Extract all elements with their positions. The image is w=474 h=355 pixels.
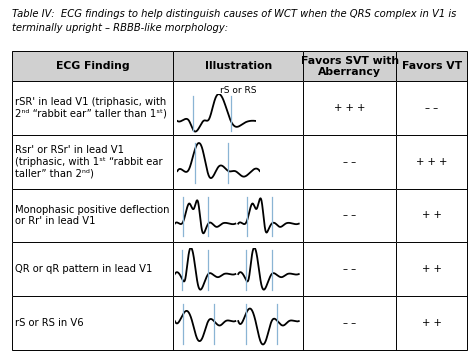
Bar bbox=[12, 135, 173, 189]
Text: Favors SVT with
Aberrancy: Favors SVT with Aberrancy bbox=[301, 56, 399, 77]
Text: – –: – – bbox=[343, 318, 356, 328]
Bar bbox=[12, 296, 173, 350]
Bar bbox=[303, 189, 396, 242]
Text: + +: + + bbox=[422, 211, 442, 220]
Text: + + +: + + + bbox=[334, 103, 365, 113]
Bar bbox=[396, 81, 467, 135]
Bar bbox=[12, 189, 173, 242]
Bar bbox=[303, 242, 396, 296]
Bar bbox=[396, 296, 467, 350]
Bar bbox=[173, 189, 303, 242]
Text: Favors VT: Favors VT bbox=[401, 61, 462, 71]
Bar bbox=[303, 189, 396, 242]
Bar bbox=[173, 81, 303, 135]
Bar bbox=[396, 296, 467, 350]
Bar bbox=[303, 242, 396, 296]
Bar bbox=[396, 51, 467, 81]
Text: ECG Finding: ECG Finding bbox=[56, 61, 129, 71]
Bar bbox=[396, 242, 467, 296]
Bar bbox=[396, 81, 467, 135]
Text: Table IV:  ECG findings to help distinguish causes of WCT when the QRS complex i: Table IV: ECG findings to help distingui… bbox=[12, 9, 456, 19]
Text: + + +: + + + bbox=[416, 157, 447, 167]
Bar bbox=[12, 51, 173, 81]
Bar bbox=[12, 51, 173, 81]
Text: – –: – – bbox=[343, 157, 356, 167]
Text: + +: + + bbox=[422, 264, 442, 274]
Text: – –: – – bbox=[425, 103, 438, 113]
Bar bbox=[396, 242, 467, 296]
Text: + +: + + bbox=[422, 318, 442, 328]
Text: – –: – – bbox=[343, 264, 356, 274]
Text: rS or RS in V6: rS or RS in V6 bbox=[15, 318, 84, 328]
Text: rSR' in lead V1 (triphasic, with
2ⁿᵈ “rabbit ear” taller than 1ˢᵗ): rSR' in lead V1 (triphasic, with 2ⁿᵈ “ra… bbox=[15, 97, 167, 119]
Bar bbox=[396, 135, 467, 189]
Bar bbox=[396, 189, 467, 242]
Bar bbox=[173, 296, 303, 350]
Bar bbox=[12, 189, 173, 242]
Bar bbox=[396, 189, 467, 242]
Text: terminally upright – RBBB-like morphology:: terminally upright – RBBB-like morpholog… bbox=[12, 23, 228, 33]
Bar bbox=[173, 135, 303, 189]
Text: Rsr' or RSr' in lead V1
(triphasic, with 1ˢᵗ “rabbit ear
taller” than 2ⁿᵈ): Rsr' or RSr' in lead V1 (triphasic, with… bbox=[15, 145, 163, 179]
Bar bbox=[303, 51, 396, 81]
Bar bbox=[12, 296, 173, 350]
Bar bbox=[173, 242, 303, 296]
Bar bbox=[303, 135, 396, 189]
Bar bbox=[396, 135, 467, 189]
Bar bbox=[303, 296, 396, 350]
Bar bbox=[303, 81, 396, 135]
Text: Illustration: Illustration bbox=[205, 61, 272, 71]
Bar bbox=[173, 296, 303, 350]
Bar bbox=[173, 81, 303, 135]
Text: QR or qR pattern in lead V1: QR or qR pattern in lead V1 bbox=[15, 264, 153, 274]
Bar bbox=[303, 296, 396, 350]
Bar bbox=[173, 189, 303, 242]
Bar bbox=[173, 242, 303, 296]
Bar bbox=[12, 135, 173, 189]
Text: rS or RS: rS or RS bbox=[220, 86, 256, 94]
Bar bbox=[12, 242, 173, 296]
Bar bbox=[173, 51, 303, 81]
Bar bbox=[173, 51, 303, 81]
Bar bbox=[303, 51, 396, 81]
Bar bbox=[12, 81, 173, 135]
Bar bbox=[173, 135, 303, 189]
Bar bbox=[12, 81, 173, 135]
Bar bbox=[396, 51, 467, 81]
Bar bbox=[303, 81, 396, 135]
Text: – –: – – bbox=[343, 211, 356, 220]
Bar bbox=[303, 135, 396, 189]
Text: Monophasic positive deflection
or Rr' in lead V1: Monophasic positive deflection or Rr' in… bbox=[15, 205, 170, 226]
Bar bbox=[12, 242, 173, 296]
